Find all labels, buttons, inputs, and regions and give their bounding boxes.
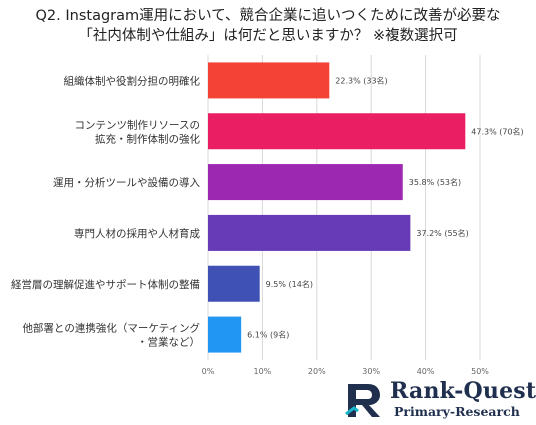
category-label: 拡充・制作体制の強化 <box>95 132 200 145</box>
x-tick-label: 10% <box>254 367 272 376</box>
x-tick-label: 30% <box>362 367 380 376</box>
category-label: 組織体制や役割分担の明確化 <box>64 74 201 87</box>
data-label: 35.8% (53名) <box>409 177 461 187</box>
title-line-2: 「社内体制や仕組み」は何だと思いますか？ ※複数選択可 <box>78 28 458 44</box>
category-label: 運用・分析ツールや設備の導入 <box>53 176 200 189</box>
bar <box>208 164 403 201</box>
category-label: 経営層の理解促進やサポート体制の整備 <box>11 278 200 291</box>
logo-mark-icon <box>345 384 380 417</box>
title-line-1: Q2. Instagram運用において、競合企業に追いつくために改善が必要な <box>35 8 501 24</box>
bar <box>208 113 466 150</box>
x-tick-label: 50% <box>471 367 489 376</box>
x-tick-label: 0% <box>202 367 215 376</box>
data-label: 9.5% (14名) <box>266 279 313 289</box>
data-label: 22.3% (33名) <box>335 75 387 85</box>
data-label: 37.2% (55名) <box>416 228 468 238</box>
logo-subtitle: Primary-Research <box>394 404 520 419</box>
data-label: 47.3% (70名) <box>471 126 523 136</box>
data-label: 6.1% (9名) <box>247 330 289 340</box>
category-label: 他部署との連携強化（マーケティング <box>22 322 200 335</box>
bar <box>208 62 330 99</box>
rank-quest-logo: Rank-Quest Primary-Research <box>344 378 536 422</box>
bar <box>208 214 411 251</box>
bar <box>208 265 260 302</box>
bar <box>208 316 242 353</box>
x-tick-label: 40% <box>417 367 435 376</box>
logo-name: Rank-Quest <box>390 378 536 404</box>
category-label: ・営業など） <box>137 336 200 349</box>
category-label: コンテンツ制作リソースの <box>75 118 200 131</box>
category-label: 専門人材の採用や人材育成 <box>74 227 200 240</box>
x-tick-label: 20% <box>308 367 326 376</box>
chart-title: Q2. Instagram運用において、競合企業に追いつくために改善が必要な 「… <box>0 6 536 46</box>
